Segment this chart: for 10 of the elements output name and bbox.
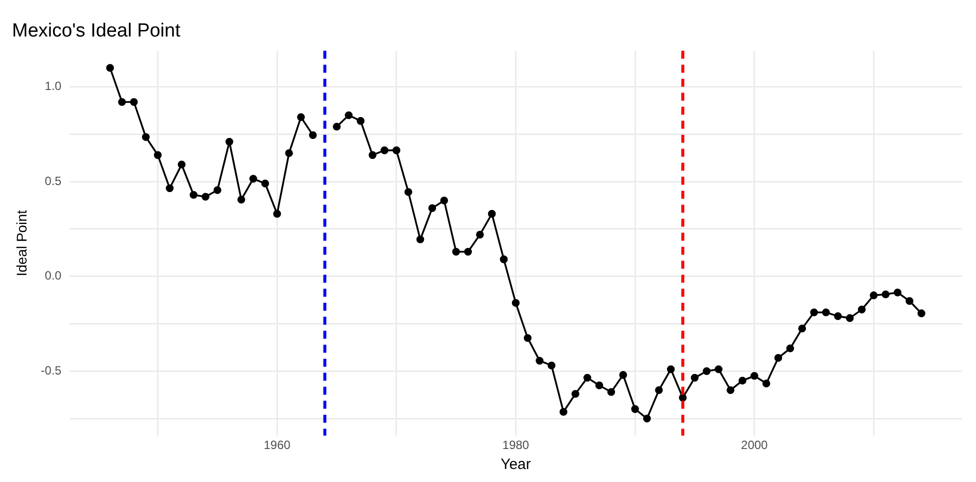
x-tick-label: 2000 bbox=[741, 438, 768, 452]
x-tick-label: 1980 bbox=[502, 438, 530, 452]
x-axis-title: Year bbox=[500, 456, 531, 474]
y-tick-label: 0.0 bbox=[44, 268, 62, 283]
chart-title: Mexico's Ideal Point bbox=[12, 20, 182, 42]
y-axis-title: Ideal Point bbox=[13, 210, 30, 276]
y-tick-label: -0.5 bbox=[40, 363, 62, 378]
y-tick-label: 0.5 bbox=[44, 174, 62, 188]
y-tick-label: 1.0 bbox=[44, 79, 62, 94]
x-tick-label: 1960 bbox=[264, 438, 291, 452]
